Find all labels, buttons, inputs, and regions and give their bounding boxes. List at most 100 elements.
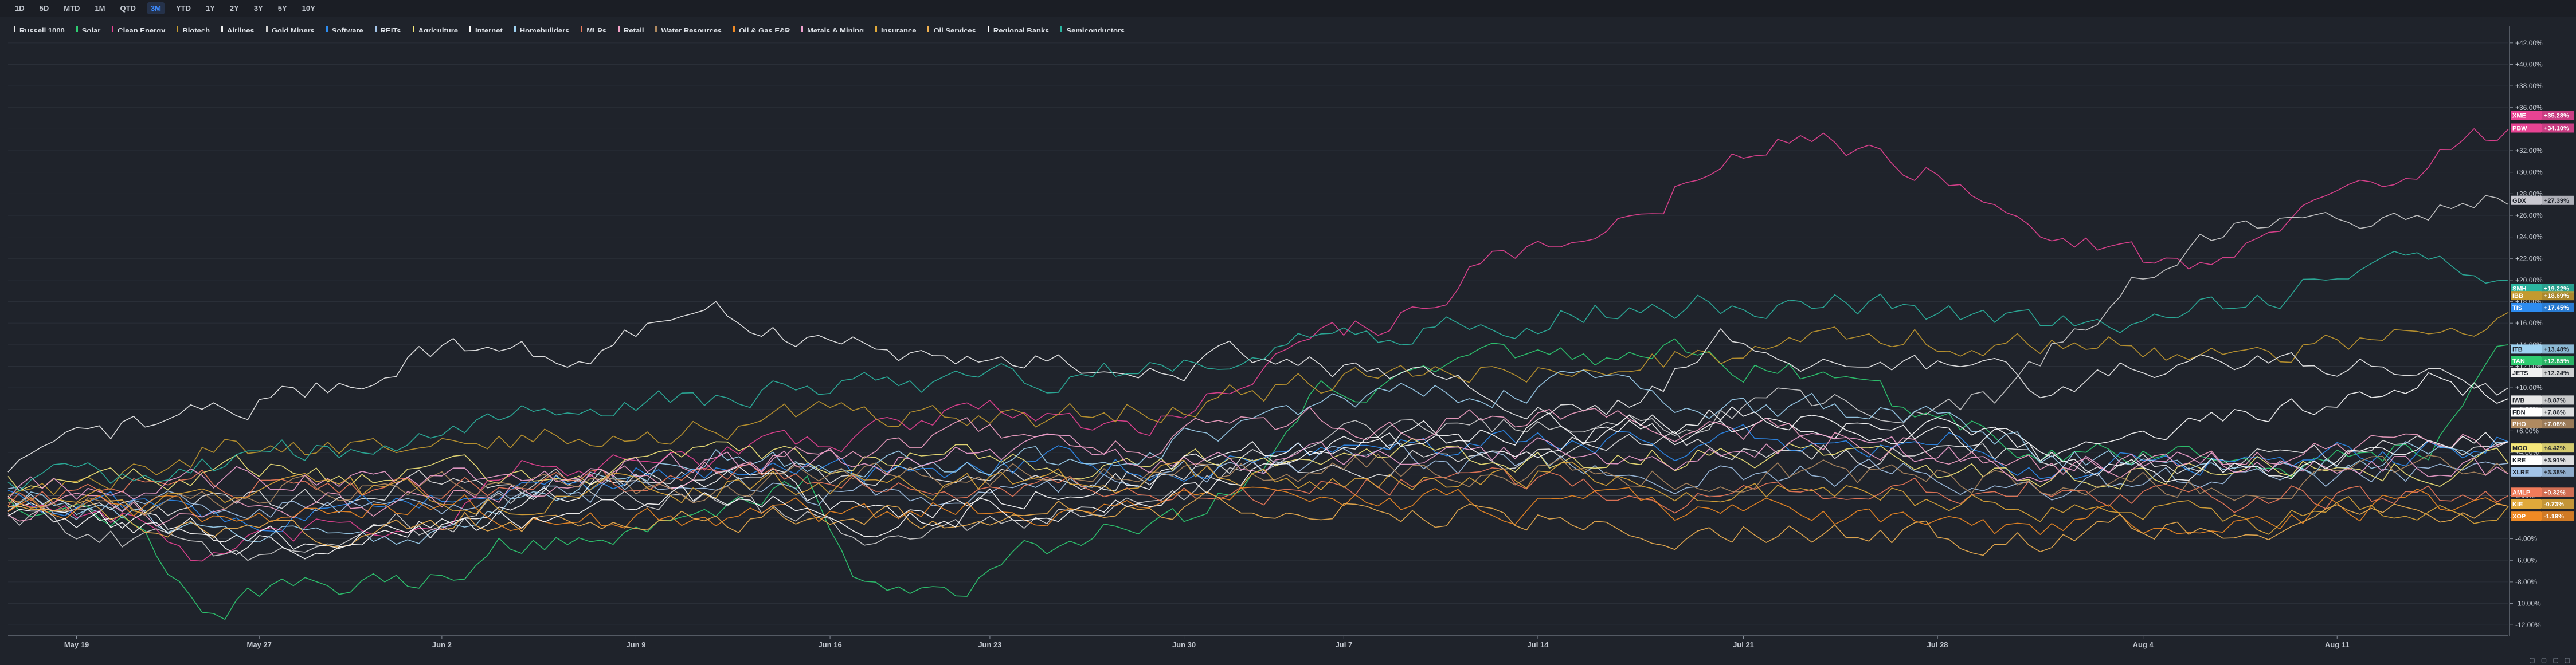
end-tag-symbol: MOO (2512, 445, 2528, 452)
y-tick-label: -4.00% (2515, 535, 2537, 543)
end-tag: SMH +19.22% (2511, 284, 2574, 293)
end-tag-value: +3.91% (2544, 457, 2566, 464)
range-btn-3y[interactable]: 3Y (253, 4, 263, 13)
series-line (7, 433, 2509, 500)
end-tag-value: +0.32% (2544, 489, 2566, 496)
range-btn-5d[interactable]: 5D (39, 4, 49, 13)
end-tag: AMLP +0.32% (2511, 487, 2574, 497)
y-tick-label: +16.00% (2515, 319, 2543, 327)
y-tick-label: +36.00% (2515, 104, 2543, 112)
end-tag-value: +27.39% (2544, 198, 2569, 204)
footer-icon-b[interactable]: ▢ (2540, 657, 2547, 664)
legend-swatch (1060, 26, 1063, 35)
end-tag-bg (2511, 487, 2542, 497)
y-tick-label: +24.00% (2515, 233, 2543, 241)
legend-swatch (112, 26, 114, 35)
end-tag-value-bg (2542, 302, 2574, 312)
y-tick-label: +20.00% (2515, 276, 2543, 284)
range-btn-1y[interactable]: 1Y (206, 4, 215, 13)
end-tag-value-bg (2542, 344, 2574, 354)
x-tick-label: Jun 23 (978, 640, 1001, 649)
range-btn-5y[interactable]: 5Y (277, 4, 287, 13)
y-tick-label: +38.00% (2515, 82, 2543, 90)
legend-swatch (733, 26, 735, 35)
footer-controls: ▢ ▢ ▢ ▢ (2529, 656, 2570, 664)
x-tick-label: Aug 11 (2325, 640, 2350, 649)
end-tag-value: -0.73% (2544, 501, 2564, 508)
x-tick-label: Jun 16 (818, 640, 841, 649)
end-tag-value: +4.42% (2544, 445, 2566, 452)
legend-swatch (469, 26, 472, 35)
end-tag-bg (2511, 356, 2542, 366)
range-btn-ytd[interactable]: YTD (176, 4, 191, 13)
legend-swatch (265, 26, 268, 35)
end-tag: TAN +12.85% (2511, 356, 2574, 366)
x-tick-label: May 27 (247, 640, 272, 649)
legend-swatch (514, 26, 516, 35)
end-tag-value: -1.19% (2544, 513, 2564, 520)
end-tag: PBW +34.10% (2511, 123, 2574, 133)
series-line (7, 251, 2509, 492)
end-tag: IBB +18.69% (2511, 291, 2574, 301)
range-btn-qtd[interactable]: QTD (120, 4, 136, 13)
range-btn-10y[interactable]: 10Y (302, 4, 315, 13)
y-tick-label: +26.00% (2515, 211, 2543, 219)
end-tag-value: +19.22% (2544, 286, 2569, 293)
y-tick-label: +10.00% (2515, 384, 2543, 392)
range-btn-mtd[interactable]: MTD (64, 4, 80, 13)
end-tag-value: +18.69% (2544, 293, 2569, 300)
footer-icon-a[interactable]: ▢ (2529, 657, 2535, 664)
footer-icon-d[interactable]: ▢ (2564, 657, 2570, 664)
footer-icon-c[interactable]: ▢ (2552, 657, 2559, 664)
range-btn-2y[interactable]: 2Y (229, 4, 239, 13)
series-line (7, 406, 2509, 560)
series-line (7, 438, 2509, 491)
series-line (7, 372, 2509, 550)
end-tag-symbol: TAN (2512, 358, 2525, 365)
end-tag-value-bg (2542, 419, 2574, 429)
y-tick-label: +40.00% (2515, 60, 2543, 68)
end-tag-value-bg (2542, 511, 2574, 521)
end-tag-value: +34.10% (2544, 125, 2569, 132)
end-tag-symbol: FDN (2512, 409, 2526, 416)
end-tag-bg (2511, 368, 2542, 377)
range-btn-1m[interactable]: 1M (95, 4, 105, 13)
end-tag-symbol: TIS (2512, 305, 2522, 312)
end-tag-value: +7.86% (2544, 409, 2566, 416)
range-btn-1d[interactable]: 1D (15, 4, 25, 13)
end-tag-symbol: XLRE (2512, 469, 2529, 476)
series-line (7, 369, 2509, 545)
end-tag-bg (2511, 123, 2542, 133)
legend-swatch (927, 26, 930, 35)
series-line (7, 486, 2509, 535)
legend-swatch (801, 26, 804, 35)
series-line (7, 431, 2509, 516)
plot-area (8, 32, 2508, 636)
end-tag-bg (2511, 291, 2542, 301)
end-tag-value: +12.85% (2544, 358, 2569, 365)
end-tag-symbol: ITB (2512, 346, 2523, 353)
y-tick-label: +6.00% (2515, 427, 2539, 435)
y-tick-label: +30.00% (2515, 168, 2543, 176)
legend-swatch (374, 26, 377, 35)
series-line (7, 301, 2509, 473)
end-tag: IWB +8.87% (2511, 395, 2574, 405)
end-tag-value: +35.28% (2544, 112, 2569, 119)
x-tick-label: Jul 7 (1336, 640, 1353, 649)
end-tag-value-bg (2542, 195, 2574, 205)
range-btn-3m[interactable]: 3M (147, 2, 165, 14)
end-tag-symbol: IBB (2512, 293, 2523, 300)
end-tag-value-bg (2542, 111, 2574, 120)
y-tick-label: -8.00% (2515, 578, 2537, 586)
series-line (7, 128, 2509, 562)
end-tag: PHO +7.08% (2511, 419, 2574, 429)
end-tag-value-bg (2542, 368, 2574, 377)
range-toolbar: 1D 5D MTD 1M QTD 3M YTD 1Y 2Y 3Y 5Y 10Y (0, 0, 2576, 17)
end-tag-bg (2511, 511, 2542, 521)
x-tick-label: Jun 30 (1172, 640, 1196, 649)
end-tag-bg (2511, 455, 2542, 465)
end-tag-symbol: XME (2512, 112, 2526, 119)
end-tag-bg (2511, 467, 2542, 477)
end-tag: KIE -0.73% (2511, 499, 2574, 509)
